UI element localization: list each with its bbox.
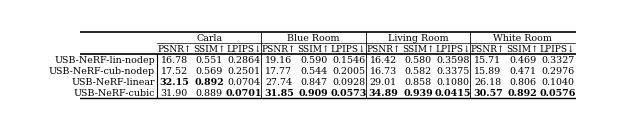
Text: 0.0576: 0.0576: [540, 88, 576, 97]
Text: PSNR↑: PSNR↑: [262, 45, 296, 53]
Text: 30.57: 30.57: [473, 88, 503, 97]
Text: 16.73: 16.73: [370, 66, 397, 75]
Text: 29.01: 29.01: [370, 77, 397, 86]
Text: Blue Room: Blue Room: [287, 34, 340, 43]
Text: 34.89: 34.89: [369, 88, 398, 97]
Text: 0.909: 0.909: [299, 88, 328, 97]
Text: 32.15: 32.15: [159, 77, 189, 86]
Text: 0.0701: 0.0701: [226, 88, 262, 97]
Text: 27.74: 27.74: [266, 77, 292, 86]
Text: SSIM↑: SSIM↑: [506, 45, 539, 53]
Text: 0.847: 0.847: [300, 77, 327, 86]
Text: 0.3375: 0.3375: [436, 66, 470, 75]
Text: USB-NeRF-linear: USB-NeRF-linear: [72, 77, 155, 86]
Text: 0.0415: 0.0415: [435, 88, 471, 97]
Text: 0.471: 0.471: [509, 66, 536, 75]
Text: 0.582: 0.582: [404, 66, 432, 75]
Text: LPIPS↓: LPIPS↓: [331, 45, 366, 53]
Text: 0.469: 0.469: [509, 55, 536, 64]
Text: 0.590: 0.590: [300, 55, 327, 64]
Text: 0.580: 0.580: [404, 55, 432, 64]
Text: LPIPS↓: LPIPS↓: [435, 45, 471, 53]
Text: PSNR↑: PSNR↑: [470, 45, 505, 53]
Text: LPIPS↓: LPIPS↓: [227, 45, 262, 53]
Text: 0.2501: 0.2501: [227, 66, 260, 75]
Text: PSNR↑: PSNR↑: [157, 45, 191, 53]
Text: USB-NeRF-lin-nodep: USB-NeRF-lin-nodep: [54, 55, 155, 64]
Text: USB-NeRF-cubic: USB-NeRF-cubic: [74, 88, 155, 97]
Text: Carla: Carla: [196, 34, 222, 43]
Text: 0.1040: 0.1040: [541, 77, 574, 86]
Text: 0.0704: 0.0704: [227, 77, 260, 86]
Text: 15.89: 15.89: [474, 66, 502, 75]
Text: 0.806: 0.806: [509, 77, 536, 86]
Text: 26.18: 26.18: [474, 77, 502, 86]
Text: 0.1080: 0.1080: [436, 77, 470, 86]
Text: 0.569: 0.569: [195, 66, 223, 75]
Text: 0.0573: 0.0573: [330, 88, 367, 97]
Text: 0.2005: 0.2005: [332, 66, 365, 75]
Text: 31.90: 31.90: [161, 88, 188, 97]
Text: 0.2864: 0.2864: [227, 55, 260, 64]
Text: 0.3327: 0.3327: [541, 55, 574, 64]
Text: 0.858: 0.858: [404, 77, 432, 86]
Text: 16.42: 16.42: [370, 55, 397, 64]
Text: 15.71: 15.71: [474, 55, 502, 64]
Text: SSIM↑: SSIM↑: [298, 45, 330, 53]
Text: 0.892: 0.892: [195, 77, 224, 86]
Text: 0.889: 0.889: [196, 88, 223, 97]
Text: 0.0928: 0.0928: [332, 77, 365, 86]
Text: 17.52: 17.52: [161, 66, 188, 75]
Text: 31.85: 31.85: [264, 88, 294, 97]
Text: 0.2976: 0.2976: [541, 66, 574, 75]
Text: 0.1546: 0.1546: [332, 55, 365, 64]
Text: LPIPS↓: LPIPS↓: [540, 45, 575, 53]
Text: 0.892: 0.892: [508, 88, 538, 97]
Text: USB-NeRF-cub-nodep: USB-NeRF-cub-nodep: [49, 66, 155, 75]
Text: SSIM↑: SSIM↑: [193, 45, 225, 53]
Text: 17.77: 17.77: [266, 66, 292, 75]
Text: White Room: White Room: [493, 34, 552, 43]
Text: 16.78: 16.78: [161, 55, 188, 64]
Text: 0.939: 0.939: [403, 88, 433, 97]
Text: Living Room: Living Room: [388, 34, 449, 43]
Text: 0.544: 0.544: [300, 66, 327, 75]
Text: 0.551: 0.551: [196, 55, 223, 64]
Text: 0.3598: 0.3598: [436, 55, 470, 64]
Text: SSIM↑: SSIM↑: [402, 45, 435, 53]
Text: PSNR↑: PSNR↑: [366, 45, 401, 53]
Text: 19.16: 19.16: [265, 55, 292, 64]
